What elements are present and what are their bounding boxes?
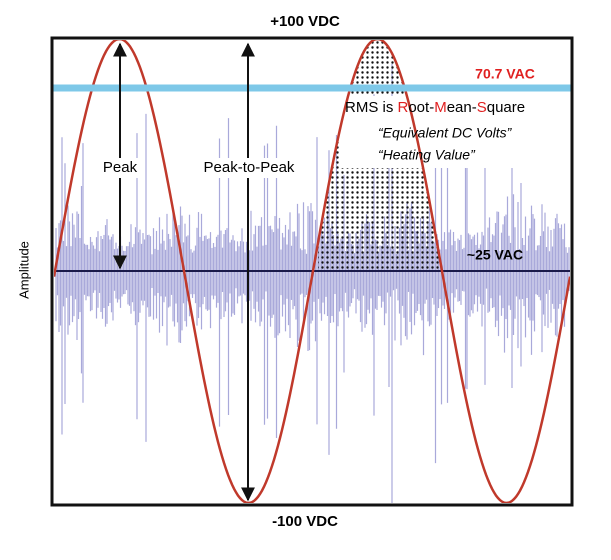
rms-definition-part: oot- <box>408 99 434 116</box>
rms-definition-part: quare <box>487 99 525 116</box>
peak-to-peak-label: Peak-to-Peak <box>204 159 295 176</box>
rms-definition: RMS is Root-Mean-Square <box>345 99 525 116</box>
rms-definition-part: M <box>434 99 447 116</box>
rms-value: 70.7 VAC <box>475 66 535 82</box>
rms-definition-part: R <box>398 99 409 116</box>
rms-definition-part: ean- <box>447 99 477 116</box>
waveform <box>55 63 570 503</box>
label-bg <box>96 158 144 178</box>
text-bg <box>340 96 565 168</box>
rms-definition-part: S <box>477 99 487 116</box>
bottom-label: -100 VDC <box>272 513 338 530</box>
peak-label: Peak <box>103 159 138 176</box>
sine-wave <box>54 40 570 503</box>
note: “Heating Value” <box>378 147 476 163</box>
label-bg <box>194 158 304 178</box>
note: “Equivalent DC Volts” <box>378 125 513 141</box>
frame <box>50 36 574 507</box>
rms-definition-part: RMS is <box>345 99 398 116</box>
axis-label: Amplitude <box>16 241 31 299</box>
top-label: +100 VDC <box>270 13 340 30</box>
average-value: ~25 VAC <box>467 247 523 263</box>
